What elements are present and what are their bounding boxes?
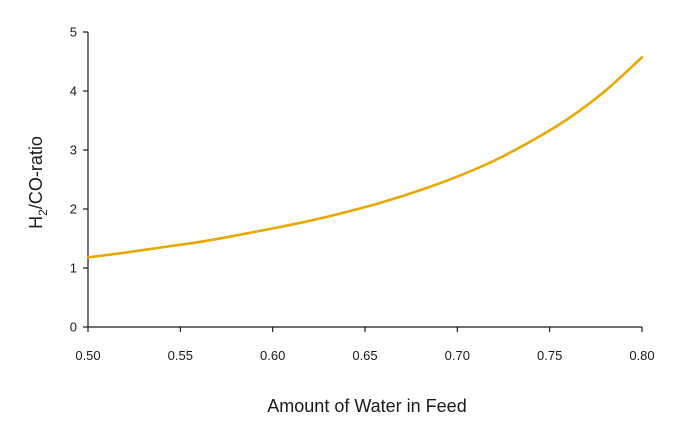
y-tick-label: 3	[70, 143, 77, 158]
x-tick-label: 0.50	[75, 348, 100, 363]
x-tick-label: 0.55	[168, 348, 193, 363]
x-axis-label: Amount of Water in Feed	[267, 396, 466, 416]
x-tick-label: 0.70	[445, 348, 470, 363]
y-axis-label-subscript: 2	[36, 209, 50, 216]
y-axis-label-main: H	[26, 216, 46, 229]
y-tick-label: 5	[70, 25, 77, 40]
x-tick-label: 0.60	[260, 348, 285, 363]
y-axis-label-rest: /CO-ratio	[26, 136, 46, 209]
x-tick-label: 0.80	[629, 348, 654, 363]
y-axis-label: H2/CO-ratio	[26, 136, 50, 229]
y-tick-label: 1	[70, 261, 77, 276]
axes	[87, 32, 642, 328]
y-tick-label: 4	[70, 84, 77, 99]
series-group	[86, 56, 644, 259]
y-axis-ticks: 0 1 2 3 4 5	[70, 25, 88, 335]
series-line-0	[86, 56, 644, 259]
y-tick-label: 2	[70, 202, 77, 217]
x-axis-ticks: 0.50 0.55 0.60 0.65 0.70 0.75 0.80	[75, 327, 655, 363]
y-tick-label: 0	[70, 320, 77, 335]
x-tick-label: 0.75	[537, 348, 562, 363]
x-tick-label: 0.65	[352, 348, 377, 363]
